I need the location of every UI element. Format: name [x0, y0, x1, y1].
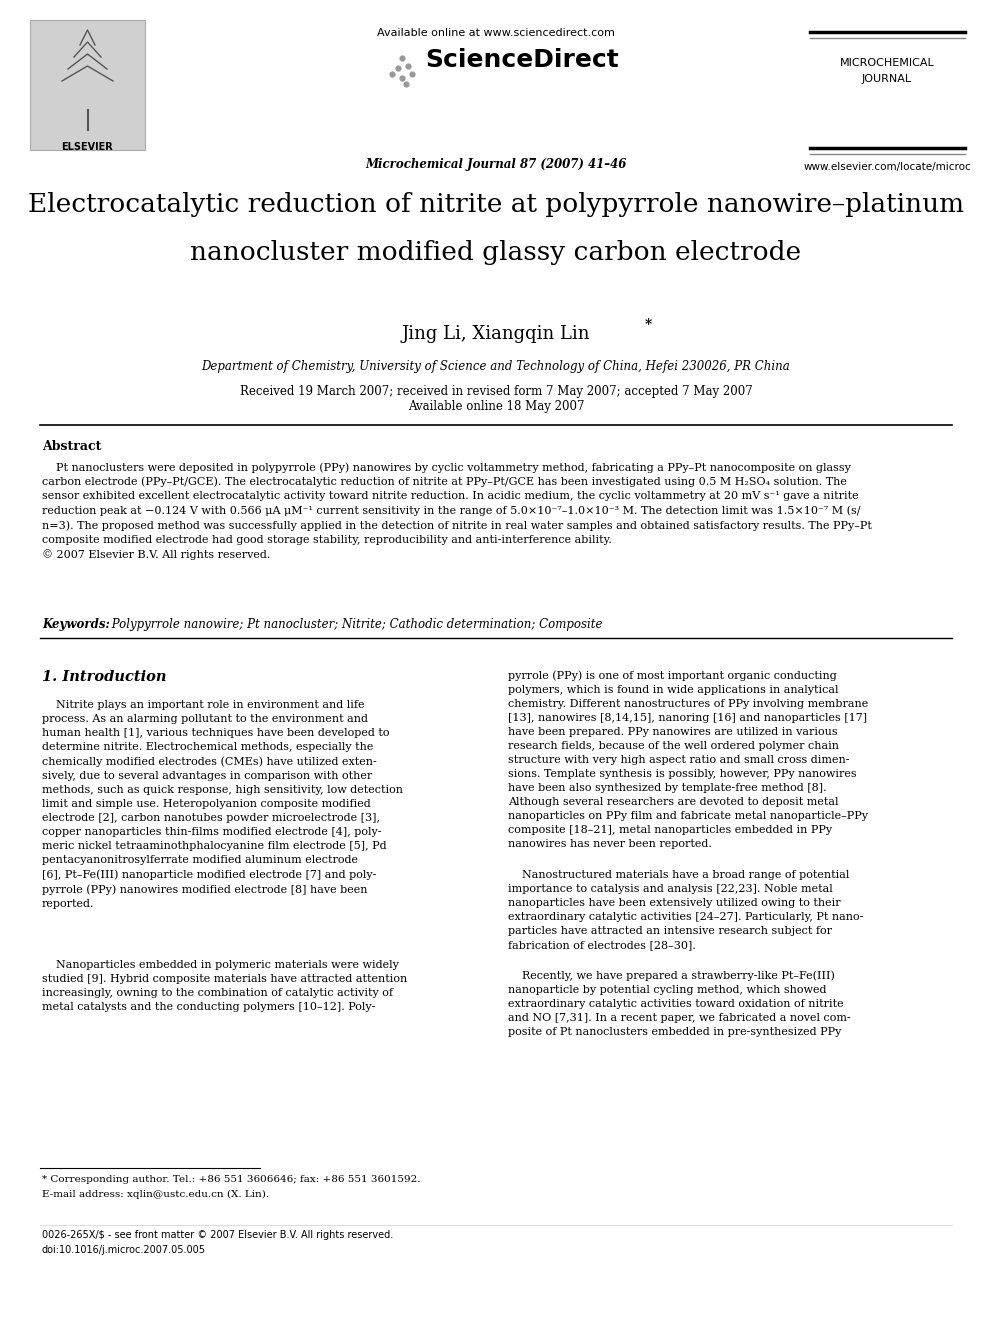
Text: Microchemical Journal 87 (2007) 41–46: Microchemical Journal 87 (2007) 41–46	[365, 157, 627, 171]
Text: Recently, we have prepared a strawberry-like Pt–Fe(III)
nanoparticle by potentia: Recently, we have prepared a strawberry-…	[508, 970, 851, 1036]
Text: E-mail address: xqlin@ustc.edu.cn (X. Lin).: E-mail address: xqlin@ustc.edu.cn (X. Li…	[42, 1189, 269, 1199]
Text: pyrrole (PPy) is one of most important organic conducting
polymers, which is fou: pyrrole (PPy) is one of most important o…	[508, 669, 868, 848]
Text: Pt nanoclusters were deposited in polypyrrole (PPy) nanowires by cyclic voltamme: Pt nanoclusters were deposited in polypy…	[42, 462, 872, 560]
Text: *: *	[645, 318, 653, 332]
Text: MICROCHEMICAL: MICROCHEMICAL	[839, 58, 934, 67]
Text: * Corresponding author. Tel.: +86 551 3606646; fax: +86 551 3601592.: * Corresponding author. Tel.: +86 551 36…	[42, 1175, 421, 1184]
Text: Available online 18 May 2007: Available online 18 May 2007	[408, 400, 584, 413]
Text: ScienceDirect: ScienceDirect	[425, 48, 619, 71]
Text: JOURNAL: JOURNAL	[862, 74, 912, 83]
Text: Nitrite plays an important role in environment and life
process. As an alarming : Nitrite plays an important role in envir…	[42, 700, 403, 909]
Text: 0026-265X/$ - see front matter © 2007 Elsevier B.V. All rights reserved.: 0026-265X/$ - see front matter © 2007 El…	[42, 1230, 393, 1240]
Text: nanocluster modified glassy carbon electrode: nanocluster modified glassy carbon elect…	[190, 239, 802, 265]
Text: Nanostructured materials have a broad range of potential
importance to catalysis: Nanostructured materials have a broad ra…	[508, 871, 863, 950]
Bar	[30, 20, 145, 149]
Text: Nanoparticles embedded in polymeric materials were widely
studied [9]. Hybrid co: Nanoparticles embedded in polymeric mate…	[42, 960, 408, 1012]
Text: Jing Li, Xiangqin Lin: Jing Li, Xiangqin Lin	[402, 325, 590, 343]
Text: www.elsevier.com/locate/microc: www.elsevier.com/locate/microc	[804, 161, 971, 172]
Text: doi:10.1016/j.microc.2007.05.005: doi:10.1016/j.microc.2007.05.005	[42, 1245, 206, 1256]
Text: Electrocatalytic reduction of nitrite at polypyrrole nanowire–platinum: Electrocatalytic reduction of nitrite at…	[28, 192, 964, 217]
Text: Received 19 March 2007; received in revised form 7 May 2007; accepted 7 May 2007: Received 19 March 2007; received in revi…	[240, 385, 752, 398]
Text: Department of Chemistry, University of Science and Technology of China, Hefei 23: Department of Chemistry, University of S…	[201, 360, 791, 373]
Text: Polypyrrole nanowire; Pt nanocluster; Nitrite; Cathodic determination; Composite: Polypyrrole nanowire; Pt nanocluster; Ni…	[108, 618, 602, 631]
Text: Keywords:: Keywords:	[42, 618, 110, 631]
Text: 1. Introduction: 1. Introduction	[42, 669, 167, 684]
Text: Available online at www.sciencedirect.com: Available online at www.sciencedirect.co…	[377, 28, 615, 38]
Text: ELSEVIER: ELSEVIER	[62, 142, 113, 152]
Text: Abstract: Abstract	[42, 441, 101, 452]
